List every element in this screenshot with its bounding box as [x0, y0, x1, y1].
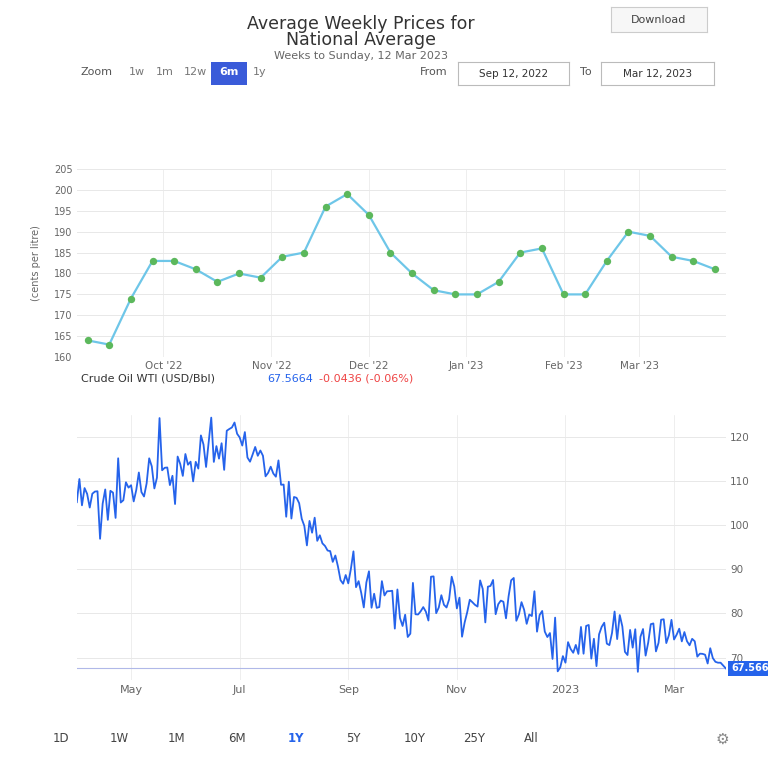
Text: Zoom: Zoom — [81, 67, 113, 78]
Point — [190, 263, 202, 276]
Point — [709, 263, 721, 276]
Point — [666, 250, 678, 263]
Text: Crude Oil WTI (USD/Bbl): Crude Oil WTI (USD/Bbl) — [81, 373, 214, 384]
Point — [276, 250, 289, 263]
Text: Sep 12, 2022: Sep 12, 2022 — [478, 68, 548, 79]
Point — [81, 334, 94, 346]
Text: 1m: 1m — [156, 67, 174, 78]
Text: 5Y: 5Y — [346, 733, 360, 745]
Point — [384, 247, 396, 259]
Text: National Average: National Average — [286, 31, 436, 48]
Text: ⚙: ⚙ — [715, 731, 729, 746]
Text: 1Y: 1Y — [287, 733, 304, 745]
Text: 67.5664: 67.5664 — [267, 373, 313, 384]
Text: 25Y: 25Y — [464, 733, 485, 745]
Point — [558, 288, 570, 300]
Text: 1y: 1y — [253, 67, 266, 78]
Text: 1W: 1W — [110, 733, 128, 745]
Point — [168, 255, 180, 267]
Point — [471, 288, 483, 300]
Text: -0.0436 (-0.06%): -0.0436 (-0.06%) — [319, 373, 413, 384]
Text: 1M: 1M — [168, 733, 185, 745]
Point — [449, 288, 462, 300]
Point — [103, 339, 115, 351]
Point — [124, 293, 137, 305]
Point — [147, 255, 159, 267]
Point — [514, 247, 526, 259]
Text: 10Y: 10Y — [404, 733, 425, 745]
Text: 6M: 6M — [228, 733, 245, 745]
Text: Mar 12, 2023: Mar 12, 2023 — [623, 68, 692, 79]
Text: 12w: 12w — [184, 67, 207, 78]
Text: 1D: 1D — [53, 733, 70, 745]
Text: 1w: 1w — [129, 67, 144, 78]
Text: Average Weekly Prices for: Average Weekly Prices for — [247, 15, 475, 33]
Text: 67.566: 67.566 — [731, 664, 768, 674]
Point — [362, 209, 375, 221]
Point — [406, 267, 419, 280]
Text: Weeks to Sunday, 12 Mar 2023: Weeks to Sunday, 12 Mar 2023 — [274, 51, 448, 61]
Point — [579, 288, 591, 300]
Point — [233, 267, 245, 280]
Point — [622, 226, 634, 238]
Text: Download: Download — [631, 15, 687, 25]
Point — [428, 284, 440, 296]
Point — [536, 242, 548, 254]
Y-axis label: (cents per litre): (cents per litre) — [31, 225, 41, 301]
Text: All: All — [524, 733, 539, 745]
Point — [341, 188, 353, 200]
Point — [492, 276, 505, 288]
Text: From: From — [420, 67, 448, 78]
Point — [601, 255, 613, 267]
Point — [687, 255, 700, 267]
Point — [298, 247, 310, 259]
Text: To: To — [580, 67, 592, 78]
Point — [211, 276, 223, 288]
Point — [644, 230, 656, 242]
Text: 6m: 6m — [219, 67, 239, 78]
Point — [319, 200, 332, 213]
Point — [254, 272, 266, 284]
